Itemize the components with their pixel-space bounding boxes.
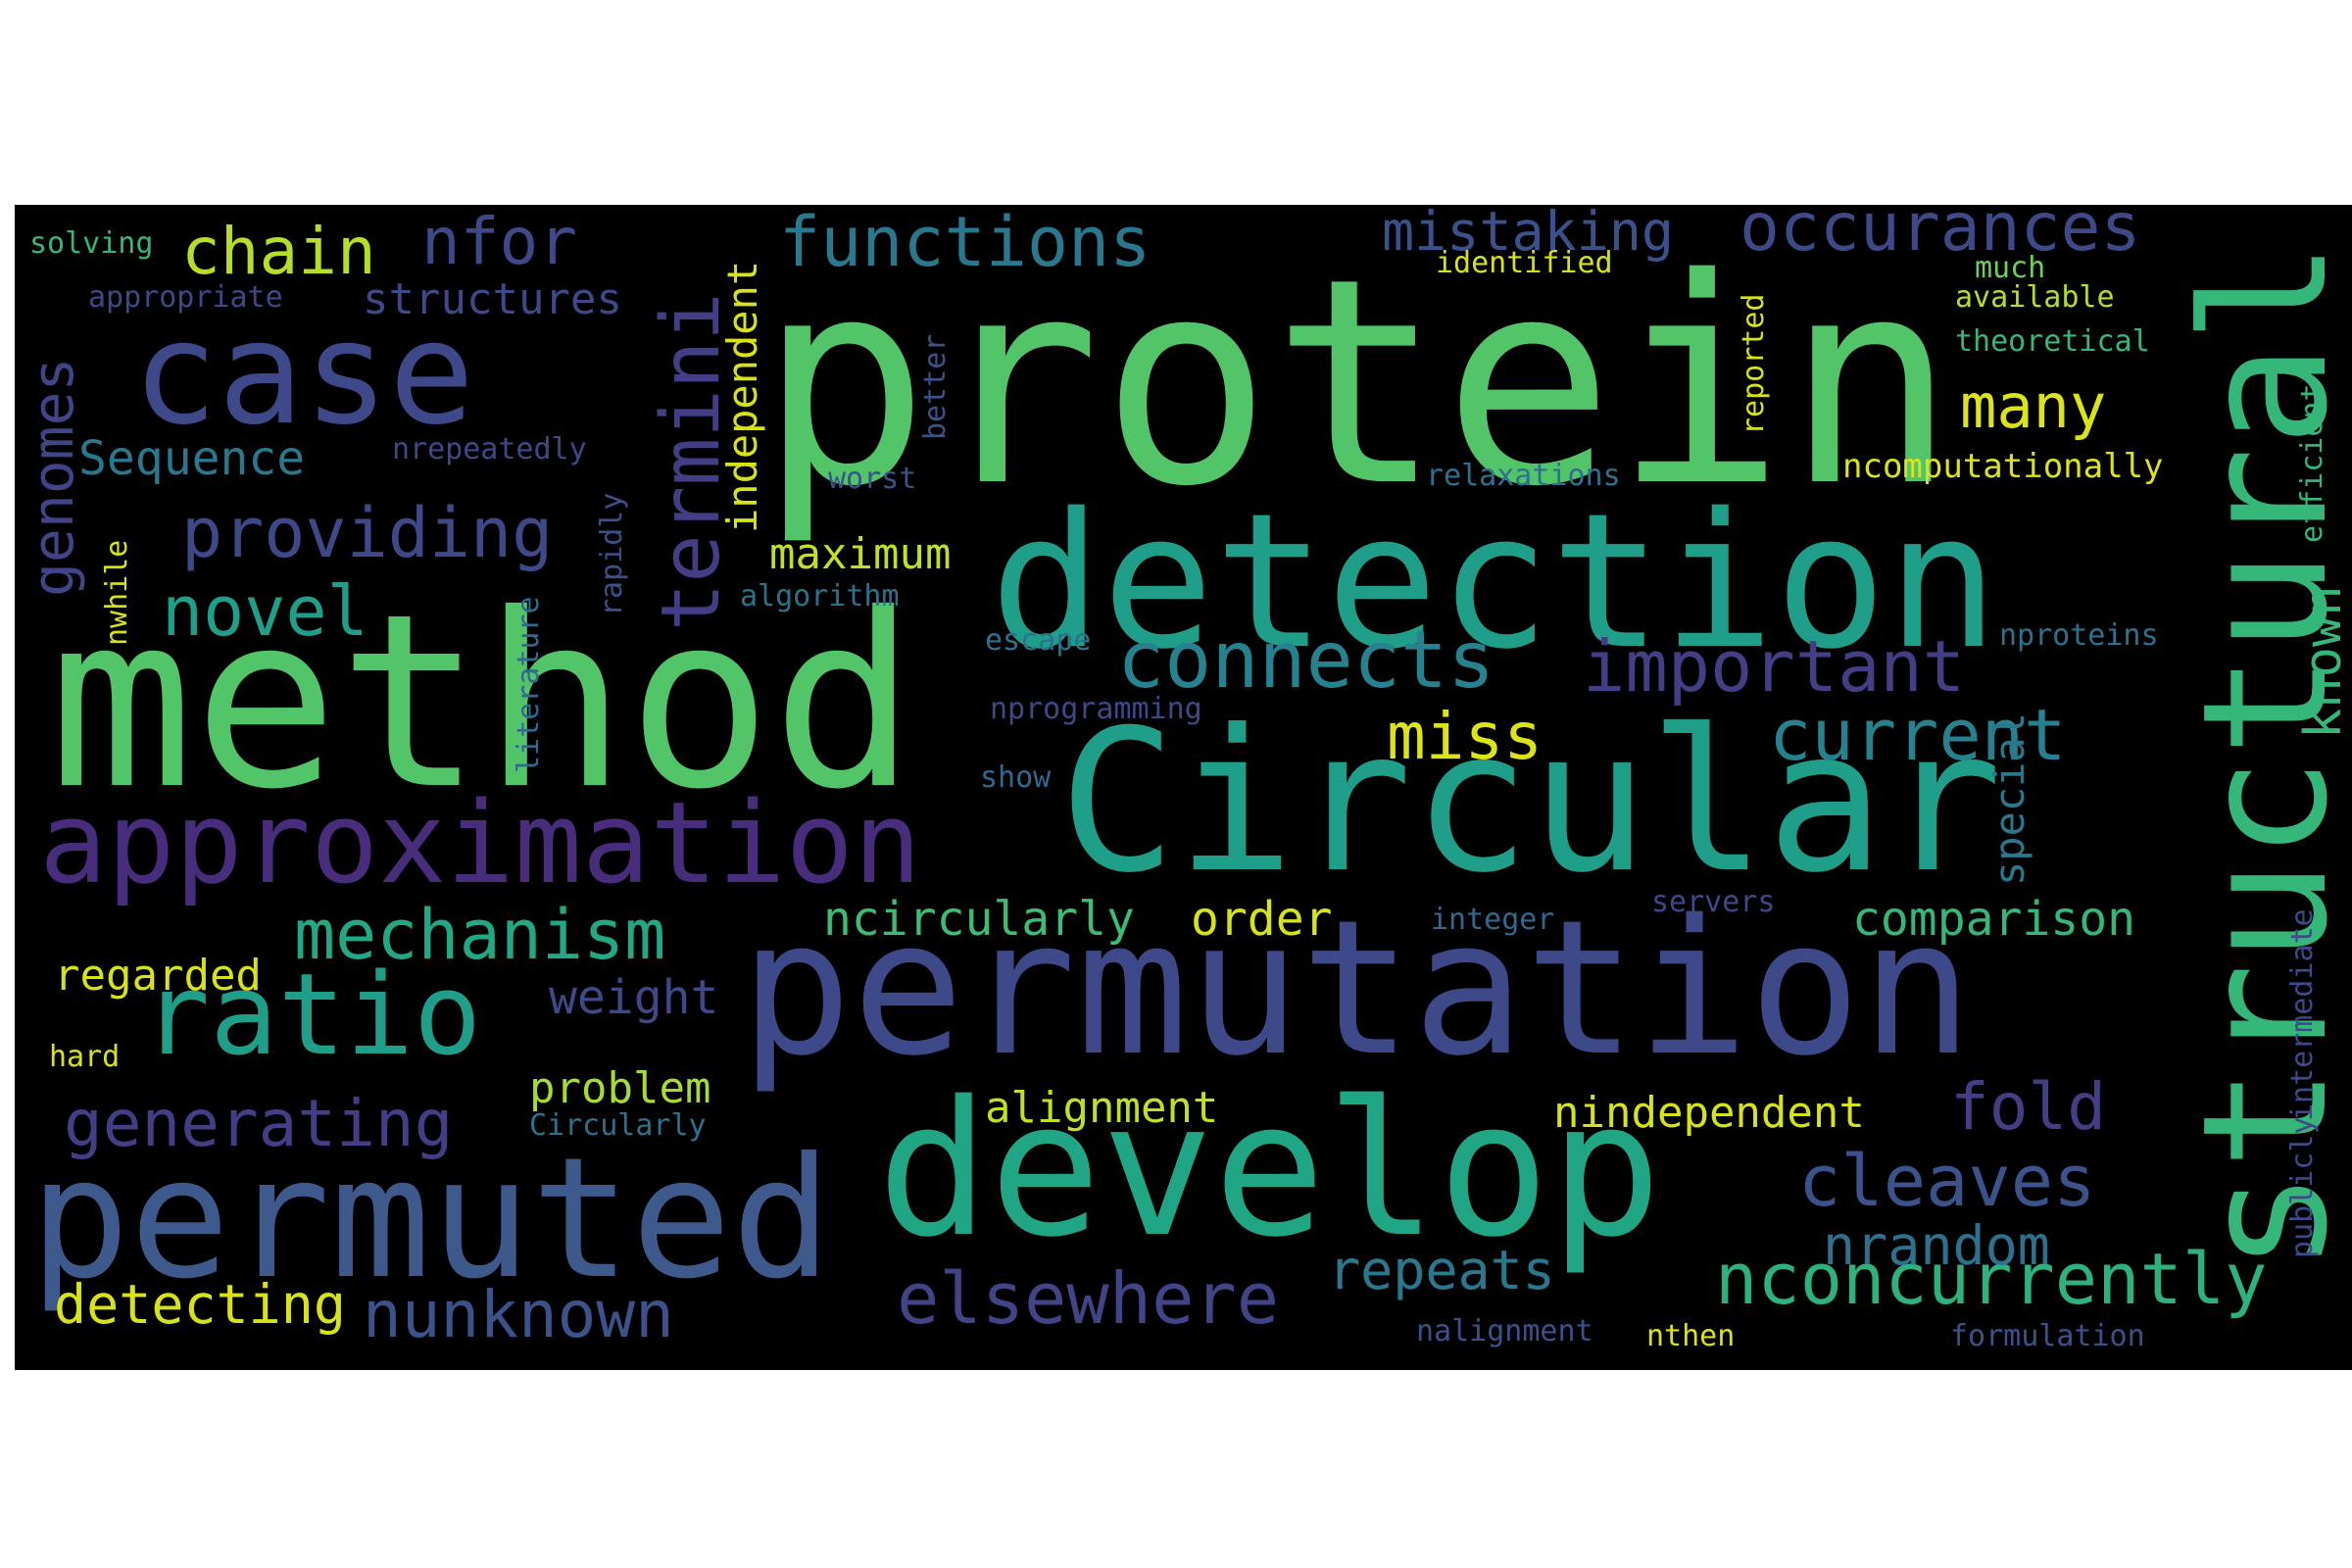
- word-identified: identified: [1436, 246, 1613, 280]
- word-integer: integer: [1431, 903, 1555, 937]
- word-theoretical: theoretical: [1955, 324, 2150, 359]
- word-genomes: genomes: [20, 357, 86, 597]
- word-escape: escape: [985, 623, 1092, 658]
- word-nalignment: nalignment: [1416, 1314, 1593, 1348]
- word-relaxations: relaxations: [1426, 459, 1621, 493]
- word-nrepeatedly: nrepeatedly: [392, 432, 587, 466]
- word-nprogramming: nprogramming: [990, 692, 1202, 726]
- word-fold: fold: [1950, 1069, 2106, 1145]
- word-detection: detection: [990, 473, 1999, 690]
- word-nrandom: nrandom: [1823, 1214, 2050, 1277]
- word-permuted: permuted: [29, 1122, 832, 1316]
- word-ratio: ratio: [142, 950, 482, 1081]
- word-show: show: [980, 760, 1052, 795]
- word-important: important: [1583, 625, 1966, 708]
- word-miss: miss: [1387, 699, 1543, 774]
- word-alignment: alignment: [985, 1083, 1219, 1133]
- word-connects: connects: [1117, 614, 1495, 706]
- word-better: better: [918, 333, 953, 440]
- word-hard: hard: [49, 1040, 121, 1074]
- word-sequence: Sequence: [78, 431, 306, 486]
- word-nproteins: nproteins: [1999, 618, 2159, 653]
- word-nconcurrently: nconcurrently: [1715, 1238, 2268, 1320]
- word-nthen: nthen: [1646, 1319, 1736, 1353]
- word-nindependent: nindependent: [1553, 1088, 1865, 1138]
- word-servers: servers: [1651, 885, 1776, 919]
- word-nunknown: nunknown: [363, 1277, 674, 1352]
- word-approximation: approximation: [39, 778, 922, 909]
- word-circular: Circular: [1058, 688, 2003, 916]
- word-publicly: publicly: [2285, 1116, 2320, 1259]
- word-method: method: [49, 563, 917, 842]
- word-literature: literature: [512, 596, 546, 773]
- word-formulation: formulation: [1950, 1319, 2145, 1353]
- word-occurances: occurances: [1740, 205, 2141, 267]
- word-special: special: [1985, 711, 2034, 886]
- word-efficient: efficient: [2295, 383, 2329, 543]
- word-intermediate: intermediate: [2285, 908, 2320, 1121]
- word-reported: reported: [1737, 293, 1771, 436]
- word-much: much: [1975, 251, 2046, 285]
- word-nfor: nfor: [421, 205, 577, 279]
- word-permutation: permutation: [740, 880, 1974, 1097]
- word-ncircularly: ncircularly: [823, 892, 1135, 947]
- word-nwhile: nwhile: [100, 539, 134, 646]
- word-functions: functions: [779, 205, 1152, 282]
- word-elsewhere: elsewhere: [897, 1257, 1280, 1340]
- word-ncomputationally: ncomputationally: [1842, 447, 2164, 486]
- word-weight: weight: [549, 970, 719, 1025]
- word-regarded: regarded: [54, 951, 262, 1001]
- word-cleaves: cleaves: [1798, 1140, 2096, 1222]
- word-structures: structures: [363, 274, 622, 324]
- word-current: current: [1769, 694, 2067, 776]
- word-appropriate: appropriate: [88, 280, 283, 315]
- word-problem: problem: [529, 1063, 711, 1113]
- word-worst: worst: [828, 462, 917, 496]
- word-providing: providing: [181, 493, 554, 573]
- word-mistaking: mistaking: [1382, 205, 1675, 263]
- word-available: available: [1955, 280, 2115, 315]
- word-comparison: comparison: [1852, 892, 2135, 947]
- word-mechanism: mechanism: [294, 895, 666, 975]
- word-rapidly: rapidly: [595, 492, 629, 616]
- word-chain: chain: [181, 214, 376, 289]
- word-independent: independent: [718, 260, 766, 533]
- word-many: many: [1960, 370, 2107, 442]
- word-protein: protein: [759, 219, 1957, 549]
- word-generating: generating: [64, 1086, 454, 1161]
- word-order: order: [1191, 892, 1333, 947]
- word-novel: novel: [162, 571, 368, 652]
- word-repeats: repeats: [1328, 1239, 1555, 1301]
- word-algorithm: algorithm: [740, 579, 900, 613]
- word-solving: solving: [29, 226, 154, 261]
- word-known: known: [2294, 585, 2352, 739]
- word-detecting: detecting: [54, 1273, 347, 1336]
- word-maximum: maximum: [769, 529, 952, 579]
- word-cloud: protein method Circular permutation dete…: [15, 205, 2352, 1370]
- word-circularly: Circularly: [529, 1108, 707, 1143]
- word-develop: develop: [877, 1061, 1662, 1278]
- word-case: case: [132, 291, 475, 457]
